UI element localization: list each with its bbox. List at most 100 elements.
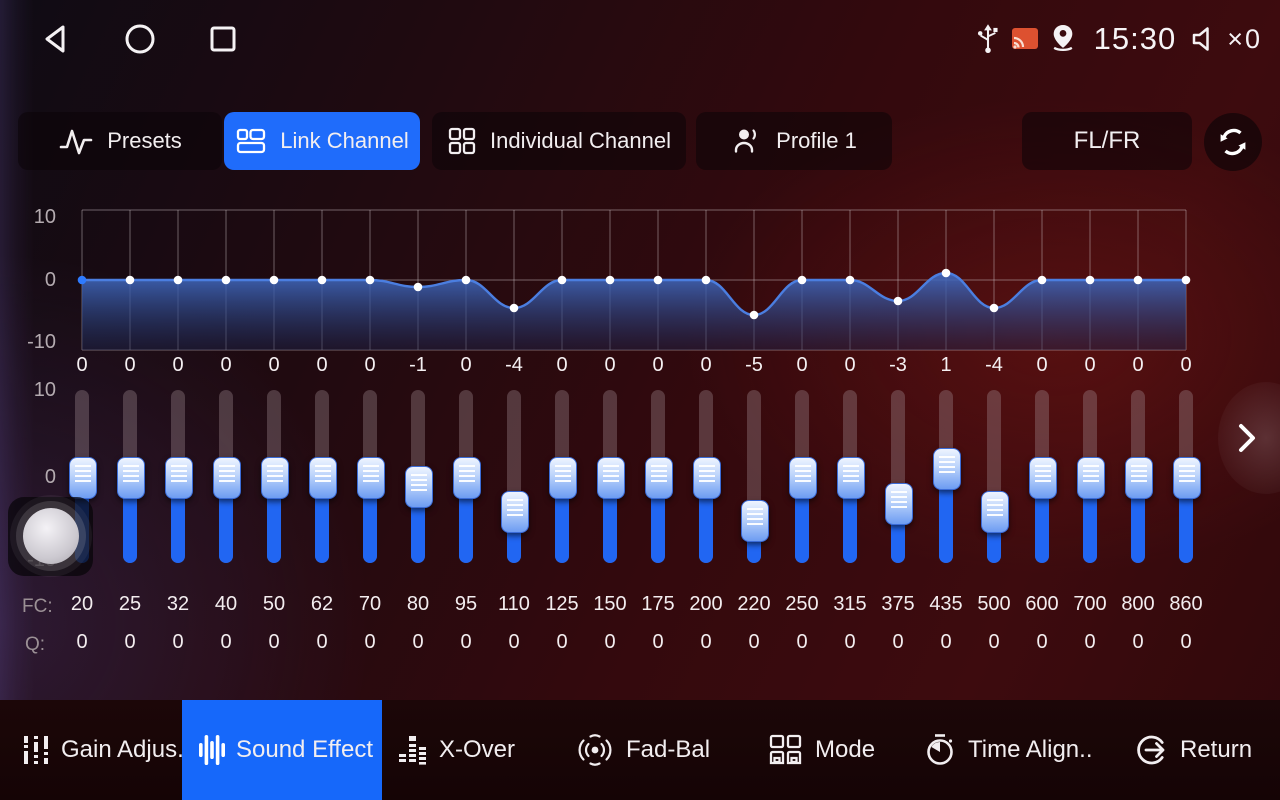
fc-row-label: FC: <box>22 596 53 617</box>
eq-curve-point[interactable] <box>653 275 663 285</box>
eq-slider-handle[interactable] <box>501 491 529 534</box>
slider-ytick-top: 10 <box>33 379 56 401</box>
tab-presets[interactable]: Presets <box>18 112 222 170</box>
eq-slider-handle[interactable] <box>1125 457 1153 499</box>
eq-slider-handle[interactable] <box>69 457 97 499</box>
eq-curve-point[interactable] <box>749 310 759 320</box>
eq-curve-point[interactable] <box>1085 275 1095 285</box>
fad-bal-icon <box>578 734 612 766</box>
nav-item-x-over[interactable]: X-Over <box>398 700 515 800</box>
home-icon <box>125 24 155 54</box>
band-q-label: 0 <box>700 631 712 653</box>
eq-slider-handle[interactable] <box>309 457 337 499</box>
tab-individual-channel[interactable]: Individual Channel <box>432 112 686 170</box>
eq-slider-handle[interactable] <box>693 457 721 499</box>
eq-slider-handle[interactable] <box>405 465 433 508</box>
band-q-label: 0 <box>220 631 232 653</box>
home-button[interactable] <box>123 22 157 56</box>
usb-icon <box>977 24 998 54</box>
nav-label-mode: Mode <box>815 736 876 763</box>
eq-curve-point[interactable] <box>461 275 471 285</box>
next-page-button[interactable] <box>1218 382 1280 494</box>
knob-dial[interactable] <box>23 508 79 564</box>
eq-slider-handle[interactable] <box>213 457 241 499</box>
eq-curve-point[interactable] <box>557 275 567 285</box>
eq-slider-handle[interactable] <box>741 500 769 542</box>
band-gain-label: -4 <box>505 354 523 376</box>
nav-item-mode[interactable]: Mode <box>768 700 875 800</box>
eq-slider-handle[interactable] <box>597 457 625 499</box>
eq-slider-handle[interactable] <box>261 457 289 499</box>
band-frequency-label: 150 <box>593 593 627 615</box>
channel-pair-button[interactable]: FL/FR <box>1022 112 1192 170</box>
mode-icon <box>769 734 802 765</box>
chart-ytick-bottom: -10 <box>27 331 56 353</box>
band-q-label: 0 <box>796 631 808 653</box>
eq-curve-point[interactable] <box>317 275 327 285</box>
nav-item-return[interactable]: Return <box>1135 700 1252 800</box>
eq-slider-handle[interactable] <box>981 491 1009 534</box>
band-gain-label: 0 <box>124 354 136 376</box>
nav-item-sound-effect[interactable]: Sound Effect <box>182 700 382 800</box>
eq-curve-point[interactable] <box>1133 275 1143 285</box>
eq-curve-point[interactable] <box>893 296 903 306</box>
reset-button[interactable] <box>1204 113 1262 171</box>
band-frequency-label: 435 <box>929 593 963 615</box>
tab-profile[interactable]: Profile 1 <box>696 112 892 170</box>
band-gain-label: 0 <box>460 354 472 376</box>
band-gain-label: 0 <box>220 354 232 376</box>
eq-curve-point[interactable] <box>365 275 375 285</box>
eq-slider-handle[interactable] <box>885 482 913 525</box>
channel-pair-label: FL/FR <box>1073 127 1141 154</box>
nav-item-gain-adjust[interactable]: Gain Adjus.. <box>22 700 190 800</box>
band-frequency-label: 860 <box>1169 593 1203 615</box>
tab-link-channel[interactable]: Link Channel <box>224 112 420 170</box>
tab-presets-label: Presets <box>107 128 182 153</box>
eq-curve-point[interactable] <box>701 275 711 285</box>
link-channel-icon <box>237 128 266 154</box>
band-frequency-label: 500 <box>977 593 1011 615</box>
eq-curve-point[interactable] <box>845 275 855 285</box>
eq-slider-handle[interactable] <box>933 448 961 491</box>
eq-slider-handle[interactable] <box>789 457 817 499</box>
eq-slider-handle[interactable] <box>453 457 481 499</box>
eq-curve-point[interactable] <box>989 303 999 313</box>
eq-curve-point[interactable] <box>173 275 183 285</box>
eq-slider-fill <box>939 468 953 563</box>
band-q-label: 0 <box>124 631 136 653</box>
eq-slider-handle[interactable] <box>1077 457 1105 499</box>
band-q-label: 0 <box>76 631 88 653</box>
eq-slider-handle[interactable] <box>1029 457 1057 499</box>
nav-item-time-align[interactable]: Time Align.. <box>923 700 1093 800</box>
eq-slider-handle[interactable] <box>117 457 145 499</box>
eq-curve-chart[interactable] <box>0 200 1280 362</box>
recents-button[interactable] <box>206 22 240 56</box>
volume-knob[interactable] <box>8 497 93 576</box>
eq-slider-handle[interactable] <box>357 457 385 499</box>
eq-slider-handle[interactable] <box>549 457 577 499</box>
nav-item-fad-bal[interactable]: Fad-Bal <box>575 700 710 800</box>
eq-slider-handle[interactable] <box>1173 457 1201 499</box>
eq-curve-point[interactable] <box>605 275 615 285</box>
band-frequency-label: 110 <box>498 593 530 615</box>
eq-curve-point[interactable] <box>1037 275 1047 285</box>
eq-slider-handle[interactable] <box>165 457 193 499</box>
back-button[interactable] <box>40 22 74 56</box>
eq-curve-point[interactable] <box>269 275 279 285</box>
nav-label-time-align: Time Align.. <box>968 736 1093 763</box>
band-gain-label: 0 <box>604 354 616 376</box>
eq-slider-handle[interactable] <box>837 457 865 499</box>
eq-curve-point[interactable] <box>125 275 135 285</box>
eq-slider-handle[interactable] <box>645 457 673 499</box>
eq-curve-point[interactable] <box>797 275 807 285</box>
eq-curve-point[interactable] <box>509 303 519 313</box>
eq-curve-point[interactable] <box>221 275 231 285</box>
band-q-label: 0 <box>652 631 664 653</box>
band-gain-label: 0 <box>1036 354 1048 376</box>
band-gain-label: 0 <box>1180 354 1192 376</box>
eq-curve-point[interactable] <box>1181 275 1191 285</box>
eq-curve-point[interactable] <box>77 275 87 285</box>
eq-curve-point[interactable] <box>413 282 423 292</box>
eq-curve-point[interactable] <box>941 268 951 278</box>
return-icon <box>1137 735 1165 765</box>
